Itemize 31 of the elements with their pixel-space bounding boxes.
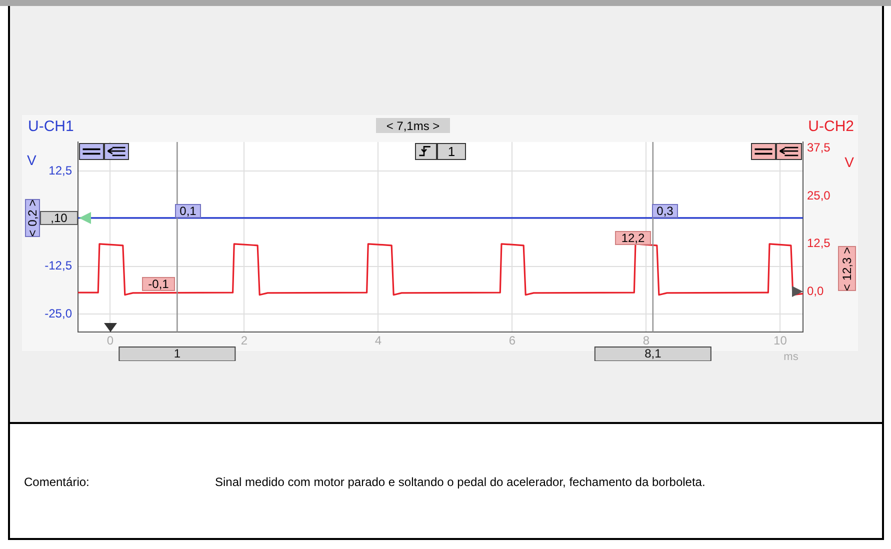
y-tick-label: -12,5 (44, 258, 72, 273)
annotation: -0,1 (148, 277, 169, 291)
annotation: 12,2 (621, 231, 645, 245)
y-tick-label: -25,0 (44, 306, 72, 320)
x-tick-label: 4 (374, 334, 382, 348)
x-tick-label: 0 (106, 334, 114, 348)
text: Sinal medido com motor parado e soltando o pedal do acelerador, fechamento da borboleta. (215, 475, 706, 489)
text: < 0,2 > (26, 199, 40, 237)
x-axis-title: ms (784, 351, 799, 364)
y2-tick-label: 25,0 (807, 188, 831, 202)
text: ,10 (50, 211, 68, 225)
text: U-CH1 (28, 118, 74, 136)
x-tick-label: 10 (774, 334, 788, 348)
annotation: 0,3 (656, 204, 674, 218)
y-tick-label: 12,5 (48, 163, 72, 178)
text: < 12,3 > (840, 246, 854, 291)
ref-line-label: 1 (174, 346, 181, 360)
x-tick-label: 8 (642, 334, 650, 348)
annotation: 1 (448, 144, 456, 159)
annotation: 0,1 (180, 204, 196, 218)
y2-axis-title: V (844, 154, 855, 170)
y2-tick-label: 37,5 (807, 140, 831, 154)
ref-line-label: 8,1 (644, 346, 662, 360)
y2-tick-label: 0,0 (807, 284, 824, 298)
y-axis-title: V (27, 152, 37, 168)
y2-tick-label: 12,5 (807, 236, 831, 250)
text: U-CH2 (808, 118, 854, 136)
x-tick-label: 6 (508, 334, 516, 348)
text: < 7,1ms > (386, 118, 440, 132)
x-tick-label: 2 (240, 334, 248, 348)
text: Comentário: (24, 475, 90, 489)
